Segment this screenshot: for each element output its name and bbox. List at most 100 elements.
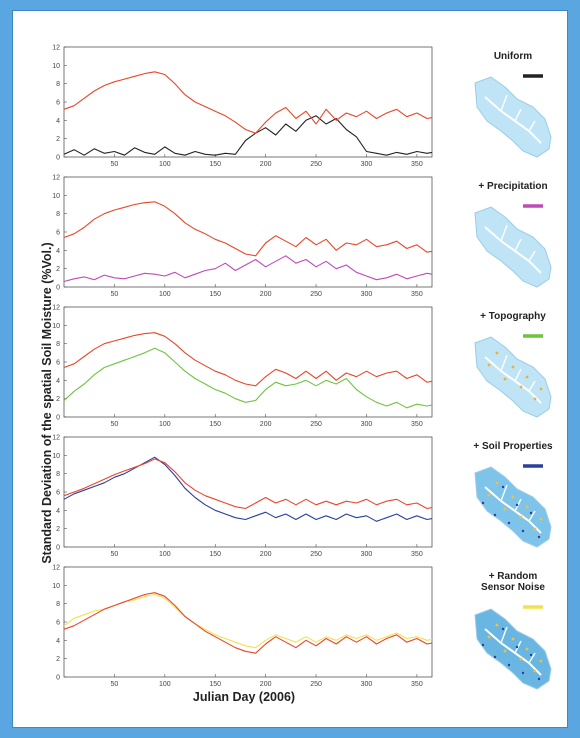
x-tick-label: 350 [411, 681, 423, 688]
y-tick-label: 2 [56, 396, 60, 403]
x-tick-label: 300 [361, 551, 373, 558]
catchment-map-icon [474, 466, 552, 548]
x-tick-label: 100 [159, 161, 171, 168]
y-tick-label: 2 [56, 136, 60, 143]
x-tick-label: 150 [209, 681, 221, 688]
x-tick-label: 100 [159, 291, 171, 298]
x-tick-label: 150 [209, 291, 221, 298]
series-line-2 [63, 347, 433, 409]
x-tick-label: 50 [111, 681, 119, 688]
y-tick-label: 10 [52, 323, 60, 330]
x-tick-label: 50 [111, 161, 119, 168]
y-tick-label: 4 [56, 118, 60, 125]
y-tick-label: 6 [56, 230, 60, 237]
y-tick-label: 12 [52, 305, 60, 312]
y-tick-label: 0 [56, 545, 60, 552]
panel-2: 0 2 4 6 8 10 12 50 100 150 200 250 300 350 + Precipita… [52, 175, 552, 298]
panel-3: 0 2 4 6 8 10 12 50 100 150 200 250 300 350 + Topograph… [52, 305, 552, 428]
y-tick-label: 4 [56, 638, 60, 645]
y-tick-label: 6 [56, 490, 60, 497]
y-tick-label: 4 [56, 378, 60, 385]
legend-title: + Soil Properties [473, 441, 553, 452]
x-tick-label: 350 [411, 291, 423, 298]
x-tick-label: 300 [361, 421, 373, 428]
y-tick-label: 6 [56, 100, 60, 107]
panel-1: 0 2 4 6 8 10 12 50 100 150 200 250 300 350 Uniform [52, 45, 552, 168]
x-tick-label: 300 [361, 291, 373, 298]
plot-area [63, 46, 433, 158]
y-tick-label: 8 [56, 81, 60, 88]
y-tick-label: 12 [52, 565, 60, 572]
y-tick-label: 6 [56, 620, 60, 627]
x-tick-label: 350 [411, 161, 423, 168]
catchment-map-icon [474, 76, 552, 158]
x-tick-label: 350 [411, 421, 423, 428]
x-tick-label: 350 [411, 551, 423, 558]
series-line-2 [63, 115, 433, 156]
x-axis-label: Julian Day (2006) [193, 690, 295, 704]
y-tick-label: 4 [56, 508, 60, 515]
y-tick-label: 12 [52, 45, 60, 52]
x-tick-label: 250 [310, 551, 322, 558]
x-tick-label: 100 [159, 681, 171, 688]
x-tick-label: 250 [310, 161, 322, 168]
plot-area [63, 436, 433, 548]
x-tick-label: 50 [111, 551, 119, 558]
y-tick-label: 2 [56, 526, 60, 533]
y-tick-label: 8 [56, 211, 60, 218]
series-line-1 [63, 592, 433, 654]
y-tick-label: 0 [56, 415, 60, 422]
x-tick-label: 250 [310, 681, 322, 688]
series-line-2 [63, 255, 433, 283]
plot-area [63, 176, 433, 288]
y-tick-label: 0 [56, 675, 60, 682]
plot-area [63, 566, 433, 678]
x-tick-label: 150 [209, 161, 221, 168]
x-tick-label: 50 [111, 421, 119, 428]
y-tick-label: 2 [56, 266, 60, 273]
y-tick-label: 10 [52, 63, 60, 70]
x-tick-label: 200 [260, 421, 272, 428]
y-tick-label: 8 [56, 471, 60, 478]
y-tick-label: 12 [52, 175, 60, 182]
x-tick-label: 300 [361, 161, 373, 168]
series-line-2 [63, 456, 433, 522]
x-tick-label: 300 [361, 681, 373, 688]
y-axis-label: Standard Deviation of the spatial Soil M… [40, 242, 54, 563]
legend-title: Uniform [494, 51, 532, 62]
x-tick-label: 150 [209, 421, 221, 428]
x-tick-label: 100 [159, 421, 171, 428]
series-line-1 [63, 201, 433, 257]
panel-5: 0 2 4 6 8 10 12 50 100 150 200 250 300 350 + Random Sen… [52, 565, 552, 690]
y-tick-label: 2 [56, 656, 60, 663]
series-line-1 [63, 71, 433, 134]
catchment-map-icon [474, 206, 552, 288]
x-tick-label: 250 [310, 421, 322, 428]
x-tick-label: 200 [260, 681, 272, 688]
y-tick-label: 0 [56, 285, 60, 292]
y-tick-label: 10 [52, 193, 60, 200]
legend-title: + Random Sensor Noise [481, 571, 545, 593]
y-tick-label: 12 [52, 435, 60, 442]
y-tick-label: 4 [56, 248, 60, 255]
x-tick-label: 50 [111, 291, 119, 298]
y-tick-label: 0 [56, 155, 60, 162]
x-tick-label: 250 [310, 291, 322, 298]
legend-title: + Precipitation [478, 181, 547, 192]
catchment-map-icon [474, 336, 552, 418]
y-tick-label: 8 [56, 601, 60, 608]
y-tick-label: 10 [52, 583, 60, 590]
x-tick-label: 200 [260, 161, 272, 168]
series-line-1 [63, 458, 433, 510]
x-tick-label: 100 [159, 551, 171, 558]
y-tick-label: 6 [56, 360, 60, 367]
catchment-map-icon [474, 608, 552, 690]
y-tick-label: 10 [52, 453, 60, 460]
series-line-1 [63, 332, 433, 387]
figure-frame: 0 2 4 6 8 10 12 50 100 150 200 250 300 350 Uniform 0 2 4 6… [12, 10, 568, 728]
x-tick-label: 200 [260, 291, 272, 298]
panel-4: 0 2 4 6 8 10 12 50 100 150 200 250 300 350 + Soil Prop… [52, 435, 553, 559]
y-tick-label: 8 [56, 341, 60, 348]
x-tick-label: 150 [209, 551, 221, 558]
